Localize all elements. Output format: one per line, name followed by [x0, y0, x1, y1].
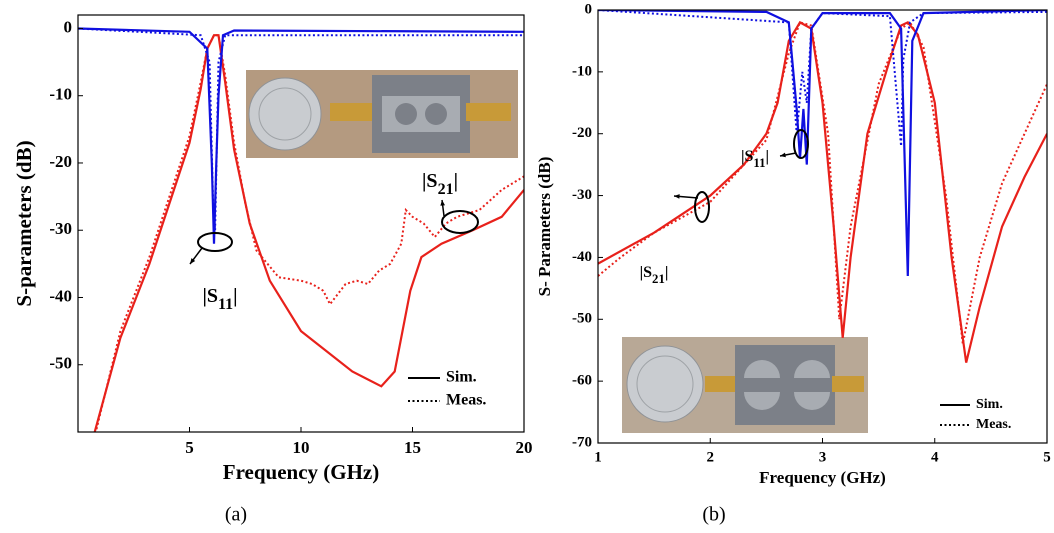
x-tick-label: 20	[516, 438, 533, 457]
x-tick-label: 1	[594, 449, 602, 465]
x-axis-label: Frequency (GHz)	[759, 468, 886, 487]
y-tick-label: -40	[572, 249, 592, 265]
caption: (a)	[225, 504, 247, 526]
y-tick-label: -50	[49, 354, 72, 373]
x-tick-label: 2	[707, 449, 715, 465]
x-tick-label: 15	[404, 438, 421, 457]
y-tick-label: 0	[585, 1, 593, 17]
annotation-part: 21	[438, 181, 454, 198]
y-tick-label: -50	[572, 311, 592, 327]
annotation-part: |S	[640, 264, 653, 281]
y-tick-label: -10	[49, 85, 72, 104]
legend-label: Meas.	[446, 392, 486, 409]
annotation-part: |	[233, 285, 237, 307]
x-tick-label: 10	[293, 438, 310, 457]
x-tick-label: 4	[931, 449, 939, 465]
x-axis-label: Frequency (GHz)	[223, 460, 380, 484]
annotation-part: |S	[202, 285, 218, 307]
legend-label: Sim.	[976, 397, 1003, 412]
figure: 0-10-20-30-40-505101520Frequency (GHz)S-…	[0, 0, 1054, 533]
annotation-part: 11	[753, 156, 765, 170]
inset-photo	[246, 70, 518, 158]
y-tick-label: -30	[572, 187, 592, 203]
annotation-part: |S	[741, 148, 754, 165]
annotation-part: |S	[422, 170, 438, 192]
annotation-part: |	[454, 170, 458, 192]
y-tick-label: -20	[572, 125, 592, 141]
legend-label: Meas.	[976, 417, 1011, 432]
x-tick-label: 5	[185, 438, 194, 457]
annotation-part: 11	[218, 296, 233, 313]
y-tick-label: -40	[49, 286, 72, 305]
y-tick-label: -10	[572, 63, 592, 79]
annotation-part: |	[665, 264, 669, 281]
y-tick-label: -70	[572, 434, 592, 450]
annotation-part: |	[765, 148, 769, 165]
y-tick-label: -30	[49, 219, 72, 238]
y-tick-label: -60	[572, 373, 592, 389]
annotation-part: 21	[652, 272, 665, 286]
x-tick-label: 5	[1043, 449, 1051, 465]
y-tick-label: 0	[64, 17, 73, 36]
inset-photo	[622, 337, 868, 433]
caption: (b)	[702, 504, 725, 526]
legend-label: Sim.	[446, 369, 477, 386]
x-tick-label: 3	[819, 449, 827, 465]
y-axis-label: S-parameters (dB)	[12, 140, 36, 306]
y-axis-label: S- Parameters (dB)	[535, 157, 554, 297]
y-tick-label: -20	[49, 152, 72, 171]
